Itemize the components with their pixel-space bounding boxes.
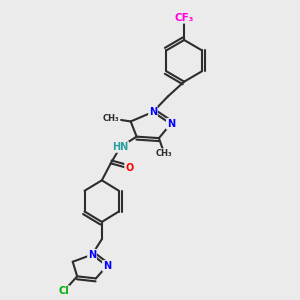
Text: HN: HN — [112, 142, 128, 152]
Text: O: O — [125, 164, 133, 173]
Text: N: N — [103, 261, 111, 271]
Text: N: N — [149, 107, 157, 117]
Text: CF₃: CF₃ — [175, 13, 194, 23]
Text: CH₃: CH₃ — [103, 114, 120, 123]
Text: N: N — [88, 250, 96, 260]
Text: Cl: Cl — [58, 286, 69, 296]
Text: CH₃: CH₃ — [156, 149, 172, 158]
Text: N: N — [167, 119, 175, 129]
